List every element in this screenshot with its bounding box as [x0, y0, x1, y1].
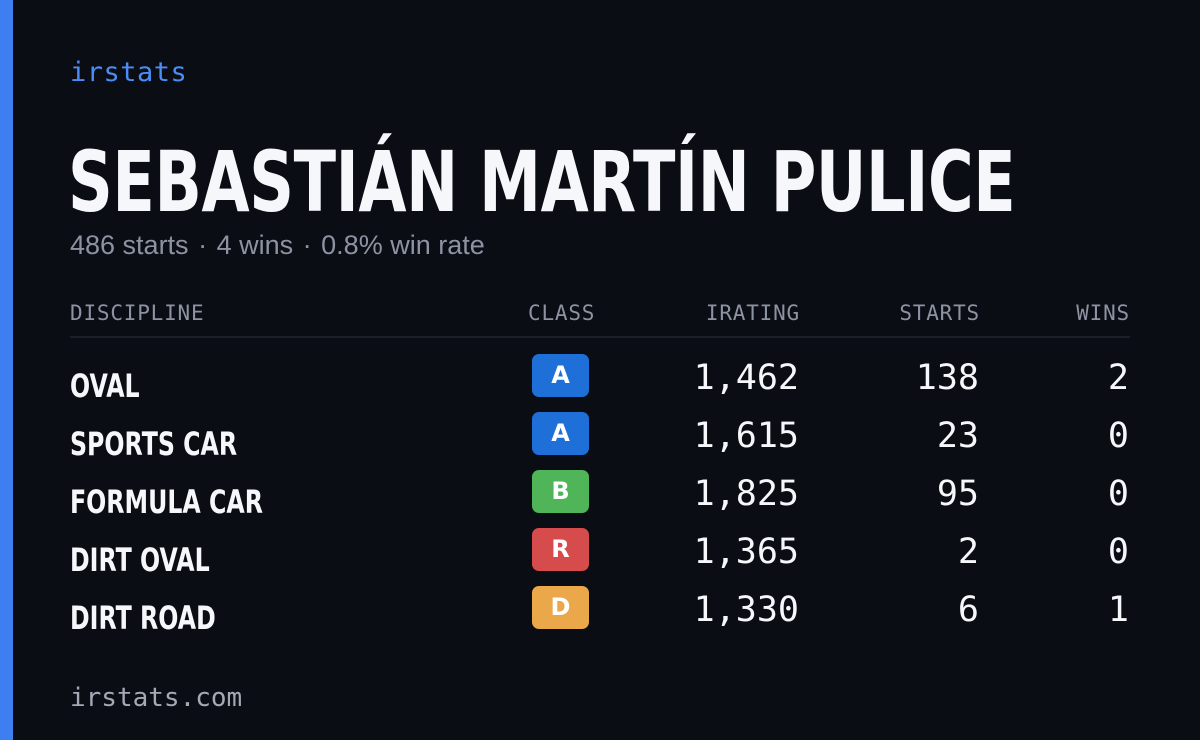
summary-starts: 486 starts: [70, 230, 189, 260]
irating-value: 1,330: [693, 590, 799, 630]
summary-win-rate: 0.8% win rate: [321, 230, 485, 260]
starts-value: 23: [936, 416, 979, 456]
summary-separator: ·: [302, 230, 312, 260]
driver-name: SEBASTIÁN MARTÍN PULICE: [68, 133, 1016, 231]
wins-value: 0: [1107, 532, 1129, 572]
table-body: OVAL A 1,462 138 2 SPORTS CAR A 1,615 23…: [70, 354, 1130, 644]
wins-value: 0: [1107, 416, 1129, 456]
stats-table: DISCIPLINE CLASS IRATING STARTS WINS OVA…: [70, 296, 1130, 644]
header-starts: STARTS: [899, 301, 980, 325]
class-badge: A: [532, 354, 589, 397]
footer-url: irstats.com: [70, 683, 243, 713]
wins-value: 1: [1107, 590, 1129, 630]
table-row: SPORTS CAR A 1,615 23 0: [70, 412, 1130, 470]
brand-logo: irstats: [70, 57, 188, 88]
table-row: FORMULA CAR B 1,825 95 0: [70, 470, 1130, 528]
irating-value: 1,462: [693, 358, 799, 398]
discipline-label: OVAL: [70, 367, 140, 405]
irating-value: 1,365: [693, 532, 799, 572]
irating-value: 1,615: [693, 416, 799, 456]
discipline-label: SPORTS CAR: [70, 425, 238, 463]
table-header: DISCIPLINE CLASS IRATING STARTS WINS: [70, 296, 1130, 338]
wins-value: 0: [1107, 474, 1129, 514]
summary-separator: ·: [198, 230, 208, 260]
class-badge: D: [532, 586, 589, 629]
starts-value: 2: [957, 532, 979, 572]
irating-value: 1,825: [693, 474, 799, 514]
accent-bar: [0, 0, 13, 740]
discipline-label: DIRT OVAL: [70, 541, 210, 579]
header-class: CLASS: [528, 301, 596, 325]
table-row: OVAL A 1,462 138 2: [70, 354, 1130, 412]
discipline-label: DIRT ROAD: [70, 599, 216, 637]
driver-summary: 486 starts · 4 wins · 0.8% win rate: [70, 228, 485, 262]
starts-value: 138: [915, 358, 979, 398]
header-discipline: DISCIPLINE: [70, 301, 205, 325]
class-badge: A: [532, 412, 589, 455]
starts-value: 95: [936, 474, 979, 514]
header-irating: IRATING: [705, 301, 800, 325]
header-wins: WINS: [1076, 301, 1130, 325]
discipline-label: FORMULA CAR: [70, 483, 263, 521]
summary-wins: 4 wins: [216, 230, 294, 260]
wins-value: 2: [1107, 358, 1129, 398]
table-row: DIRT ROAD D 1,330 6 1: [70, 586, 1130, 644]
class-badge: B: [532, 470, 589, 513]
class-badge: R: [532, 528, 589, 571]
starts-value: 6: [957, 590, 979, 630]
table-row: DIRT OVAL R 1,365 2 0: [70, 528, 1130, 586]
